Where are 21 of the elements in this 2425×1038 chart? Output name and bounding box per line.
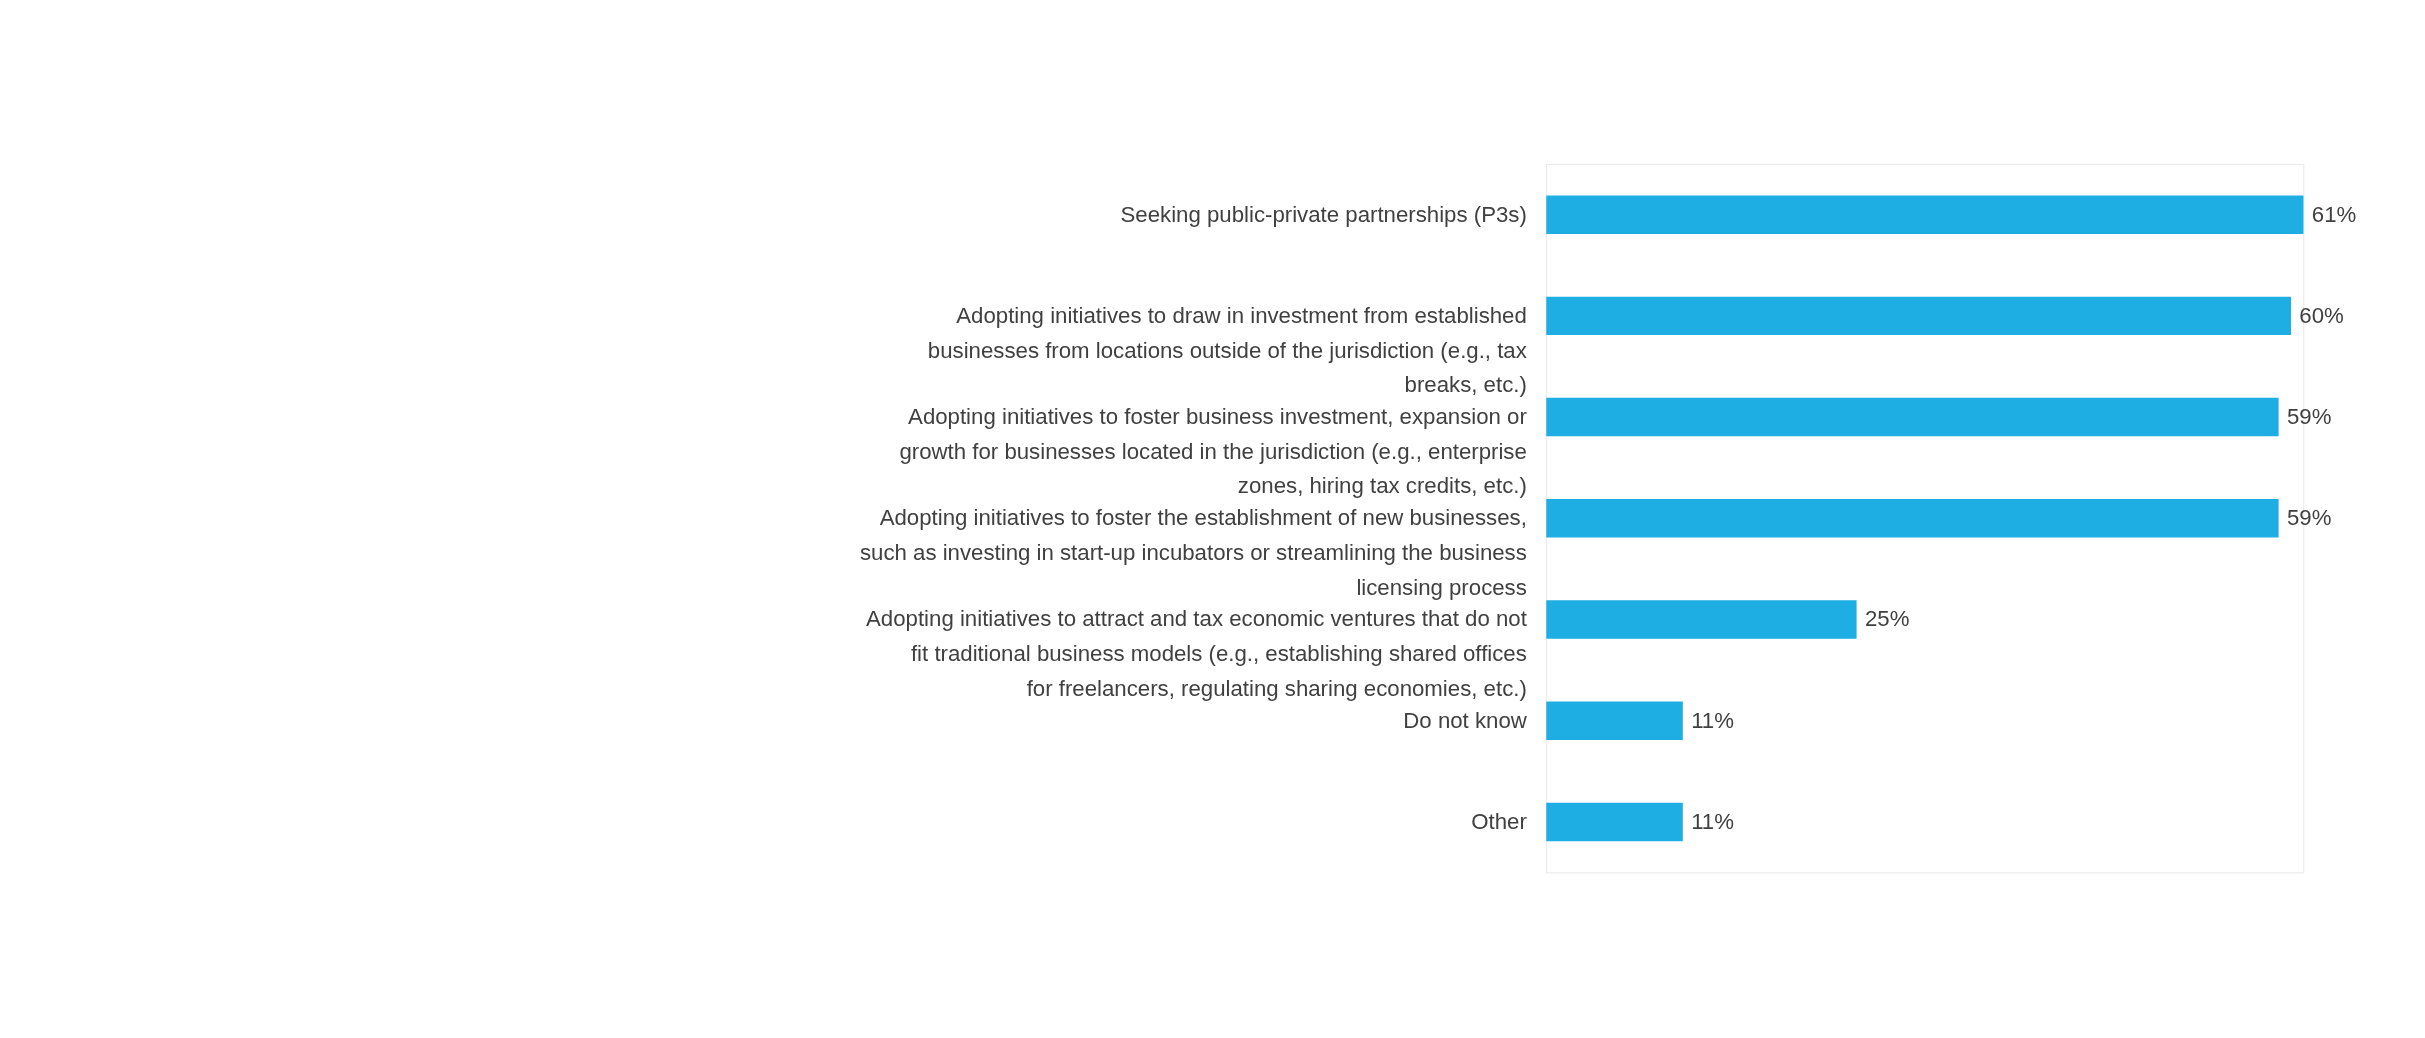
data-label: 61%	[2311, 201, 2357, 227]
data-label: 25%	[1864, 606, 1910, 632]
y-tick-label: Adopting initiatives to draw in investment from established businesses from locations outside of the jurisdiction (e.g., tax breaks, etc.)	[927, 302, 1527, 398]
bar	[1546, 802, 1683, 842]
bar	[1546, 499, 2279, 538]
data-label: 59%	[2286, 505, 2332, 531]
y-tick-label: Seeking public-private partnerships (P3s)	[1120, 201, 1527, 227]
y-tick-label: Adopting initiatives to attract and tax economic ventures that do not fit traditional business models (e.g., establishing shared offices for freelancers, regulating sharing economies, etc.)	[866, 606, 1528, 701]
bar	[1546, 397, 2279, 437]
bar	[1546, 701, 1683, 740]
y-tick-label: Do not know	[1403, 707, 1528, 733]
data-label: 59%	[2286, 404, 2332, 430]
data-label: 60%	[2299, 302, 2344, 328]
data-label: 11%	[1691, 707, 1734, 733]
data-label: 11%	[1691, 808, 1734, 834]
y-tick-label: Adopting initiatives to foster business investment, expansion or growth for businesses located in the jurisdiction (e.g., enterprise zones, hiring tax credits, etc.)	[899, 404, 1528, 499]
y-tick-label: Other	[1471, 808, 1528, 834]
bar	[1546, 195, 2304, 234]
bar	[1546, 296, 2292, 336]
y-tick-label: Adopting initiatives to foster the establishment of new businesses, such as investing in start-up incubators or streamlining the business licensing process	[859, 505, 1527, 600]
bar	[1546, 600, 1857, 639]
